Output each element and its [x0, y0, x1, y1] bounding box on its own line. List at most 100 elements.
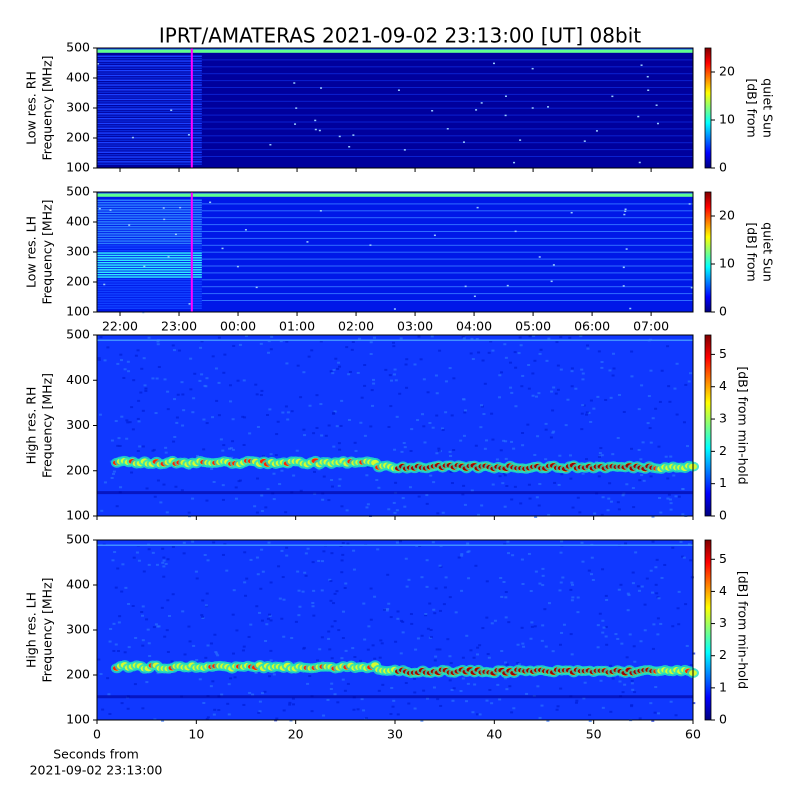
pixel-band [215, 652, 219, 655]
pixel-band [504, 440, 508, 443]
pixel-band [461, 677, 465, 680]
pixel-band [221, 247, 224, 250]
pixel-band [285, 362, 289, 365]
pixel-band [503, 474, 507, 477]
pixel-band [147, 642, 151, 645]
pixel-band [420, 413, 424, 416]
pixel-band [97, 193, 693, 197]
pixel-band [260, 692, 264, 695]
pixel-band [604, 635, 608, 638]
pixel-band [474, 444, 478, 447]
pixel-band [188, 640, 192, 643]
pixel-band [166, 408, 170, 411]
pixel-band [298, 605, 302, 608]
pixel-band [631, 688, 635, 691]
pixel-band [293, 82, 296, 84]
pixel-band [429, 635, 433, 638]
pixel-band [236, 265, 239, 268]
pixel-band [504, 677, 508, 680]
pixel-band [182, 409, 186, 412]
pixel-band [175, 421, 179, 424]
pixel-band [119, 486, 123, 489]
pixel-band [655, 104, 658, 106]
x-tick-label: 01:00 [279, 319, 315, 334]
pixel-band [479, 426, 483, 429]
pixel-band [491, 483, 495, 486]
pixel-band [258, 700, 262, 703]
pixel-band [261, 570, 265, 573]
pixel-band [551, 650, 555, 653]
pixel-band [534, 570, 538, 573]
pixel-band [156, 343, 160, 346]
pixel-band [601, 706, 605, 709]
pixel-band [372, 382, 376, 385]
pixel-band [389, 405, 393, 408]
x-tick-label: 23:00 [161, 319, 197, 334]
pixel-band [359, 659, 363, 662]
pixel-band [485, 580, 489, 583]
pixel-band [403, 149, 406, 151]
pixel-band [566, 398, 570, 401]
pixel-band [128, 224, 131, 226]
pixel-band [151, 449, 155, 452]
pixel-band [140, 610, 144, 613]
pixel-band [352, 568, 356, 571]
pixel-band [600, 361, 604, 364]
pixel-band [647, 89, 650, 92]
pixel-band [570, 653, 574, 656]
pixel-band [338, 478, 342, 481]
pixel-band [448, 367, 452, 370]
pixel-band [97, 110, 202, 113]
pixel-band [341, 542, 345, 545]
pixel-band [97, 544, 693, 546]
pixel-band [303, 434, 307, 437]
pixel-band [97, 293, 202, 295]
pixel-band [444, 380, 448, 383]
pixel-band [162, 575, 166, 578]
pixel-band [220, 693, 224, 696]
pixel-band [407, 702, 411, 705]
pixel-band [299, 396, 303, 399]
pixel-band [318, 129, 321, 132]
y-axis-label: Frequency [MHz] [40, 199, 55, 304]
pixel-band [311, 601, 315, 604]
pixel-band [277, 565, 281, 568]
pixel-band [630, 682, 634, 685]
pixel-band [260, 510, 264, 513]
pixel-band [335, 590, 339, 593]
pixel-band [174, 233, 177, 236]
pixel-band [417, 495, 421, 498]
pixel-band [657, 597, 661, 600]
pixel-band [97, 48, 693, 50]
y-tick-label: 400 [66, 372, 90, 387]
pixel-band [201, 93, 693, 95]
pixel-band [338, 135, 341, 138]
pixel-band [679, 540, 683, 543]
pixel-band [651, 417, 655, 420]
pixel-band [97, 283, 202, 285]
pixel-band [244, 335, 248, 338]
pixel-band [413, 707, 417, 710]
pixel-band [143, 384, 147, 387]
pixel-band [486, 653, 490, 656]
pixel-band [340, 571, 344, 574]
pixel-band [667, 385, 671, 388]
pixel-band [514, 230, 517, 233]
colorbar-tick-label: 10 [719, 112, 735, 127]
pixel-band [356, 371, 360, 374]
pixel-band [500, 650, 504, 653]
pixel-band [439, 704, 443, 707]
colorbar [704, 191, 712, 313]
pixel-band [576, 611, 580, 614]
pixel-band [278, 597, 282, 600]
pixel-band [141, 409, 145, 412]
pixel-band [527, 552, 531, 555]
pixel-band [413, 363, 417, 366]
pixel-band [201, 59, 693, 61]
pixel-band [352, 134, 355, 136]
pixel-band [449, 662, 453, 665]
pixel-band [242, 443, 246, 446]
pixel-band [117, 621, 121, 624]
pixel-band [97, 259, 202, 261]
